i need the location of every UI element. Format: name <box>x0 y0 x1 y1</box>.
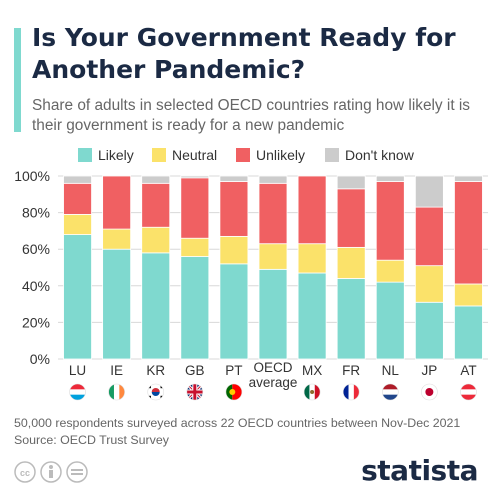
y-tick-label: 0% <box>30 351 50 367</box>
x-tick-label: OECD average <box>249 360 298 390</box>
license-icons: cc <box>14 461 88 483</box>
bar-segment <box>219 235 249 265</box>
bar-segment <box>258 175 288 184</box>
bar-segment <box>414 301 444 360</box>
bar-segment <box>414 206 444 267</box>
bar-segment <box>454 175 483 182</box>
legend-swatch <box>236 148 250 162</box>
bar-segment <box>258 182 288 245</box>
bar-segment <box>297 243 327 274</box>
x-tick-label: JP <box>421 363 437 378</box>
portugal-flag-icon <box>225 383 243 401</box>
bar-segment <box>102 228 132 250</box>
bar-segment <box>414 175 444 208</box>
chart-legend: Likely Neutral Unlikely Don't know <box>78 147 415 163</box>
japan-flag-icon <box>421 383 438 401</box>
legend-label: Don't know <box>345 147 415 163</box>
legend-swatch <box>325 148 339 162</box>
united-kingdom-flag-icon <box>186 383 204 401</box>
x-tick-label: MX <box>302 363 322 378</box>
chart-bars <box>63 175 483 360</box>
statista-logo[interactable]: statista <box>361 454 478 487</box>
no-derivatives-icon[interactable] <box>66 461 88 483</box>
legend-swatch <box>78 148 92 162</box>
source-note: Source: OECD Trust Survey <box>14 433 169 447</box>
bar-segment <box>297 272 327 360</box>
bar-segment <box>375 175 405 182</box>
mexico-flag-icon <box>303 383 321 401</box>
footnote: 50,000 respondents surveyed across 22 OE… <box>14 416 461 430</box>
x-tick-label: LU <box>69 363 86 378</box>
bar-segment <box>141 252 171 360</box>
creative-commons-icon[interactable]: cc <box>14 461 36 483</box>
bar-segment <box>63 182 92 215</box>
x-axis: LU IE KR GB PT OECD average MX FR NL JP AT <box>69 360 477 390</box>
bar-segment <box>454 283 483 307</box>
title-accent-bar <box>14 28 21 132</box>
bar-segment <box>297 175 327 245</box>
y-axis: 0% 20% 40% 60% 80% 100% <box>14 168 50 367</box>
x-tick-label: PT <box>225 363 242 378</box>
y-tick-label: 100% <box>14 168 50 184</box>
bar-segment <box>141 182 171 228</box>
bar-segment <box>219 175 249 182</box>
south-korea-flag-icon <box>147 383 165 401</box>
bar-segment <box>375 181 405 261</box>
bar-segment <box>336 175 366 190</box>
bar-segment <box>258 268 288 360</box>
x-tick-label: GB <box>185 363 205 378</box>
bar-segment <box>63 175 92 184</box>
bar-segment <box>180 175 210 179</box>
france-flag-icon <box>342 383 360 401</box>
bar-segment <box>336 246 366 279</box>
y-tick-label: 20% <box>22 314 50 330</box>
attribution-icon[interactable] <box>40 461 62 483</box>
y-tick-label: 40% <box>22 278 50 294</box>
bar-segment <box>63 234 92 360</box>
svg-text:cc: cc <box>20 468 30 478</box>
country-flags <box>69 383 477 401</box>
bar-segment <box>180 256 210 360</box>
y-tick-label: 60% <box>22 241 50 257</box>
bar-segment <box>180 177 210 239</box>
chart-title: Is Your Government Ready for Another Pan… <box>32 23 456 84</box>
netherlands-flag-icon <box>381 383 399 401</box>
bar-segment <box>63 214 92 235</box>
bar-segment <box>414 265 444 303</box>
legend-label: Unlikely <box>256 147 305 163</box>
x-tick-label: AT <box>460 363 476 378</box>
bar-segment <box>336 278 366 360</box>
ireland-flag-icon <box>108 383 125 401</box>
bar-segment <box>336 188 366 248</box>
bar-segment <box>219 181 249 237</box>
bar-segment <box>102 248 132 360</box>
x-tick-label: KR <box>146 363 165 378</box>
bar-segment <box>375 281 405 360</box>
bar-segment <box>219 263 249 360</box>
bar-segment <box>102 175 132 230</box>
x-tick-label: NL <box>382 363 400 378</box>
bar-segment <box>454 305 483 360</box>
luxembourg-flag-icon <box>69 383 86 401</box>
austria-flag-icon <box>460 383 477 401</box>
bar-segment <box>454 181 483 285</box>
bar-segment <box>141 226 171 254</box>
bar-segment <box>375 259 405 283</box>
stacked-bar-chart: Likely Neutral Unlikely Don't know 0% 20% 40%… <box>14 147 488 401</box>
y-tick-label: 80% <box>22 205 50 221</box>
bar-segment <box>180 237 210 257</box>
chart-subtitle: Share of adults in selected OECD countri… <box>32 97 470 134</box>
legend-swatch <box>152 148 166 162</box>
bar-segment <box>141 175 171 184</box>
x-tick-label: IE <box>110 363 123 378</box>
x-tick-label: FR <box>342 363 360 378</box>
bar-segment <box>258 243 288 270</box>
legend-label: Likely <box>98 147 134 163</box>
legend-label: Neutral <box>172 147 217 163</box>
